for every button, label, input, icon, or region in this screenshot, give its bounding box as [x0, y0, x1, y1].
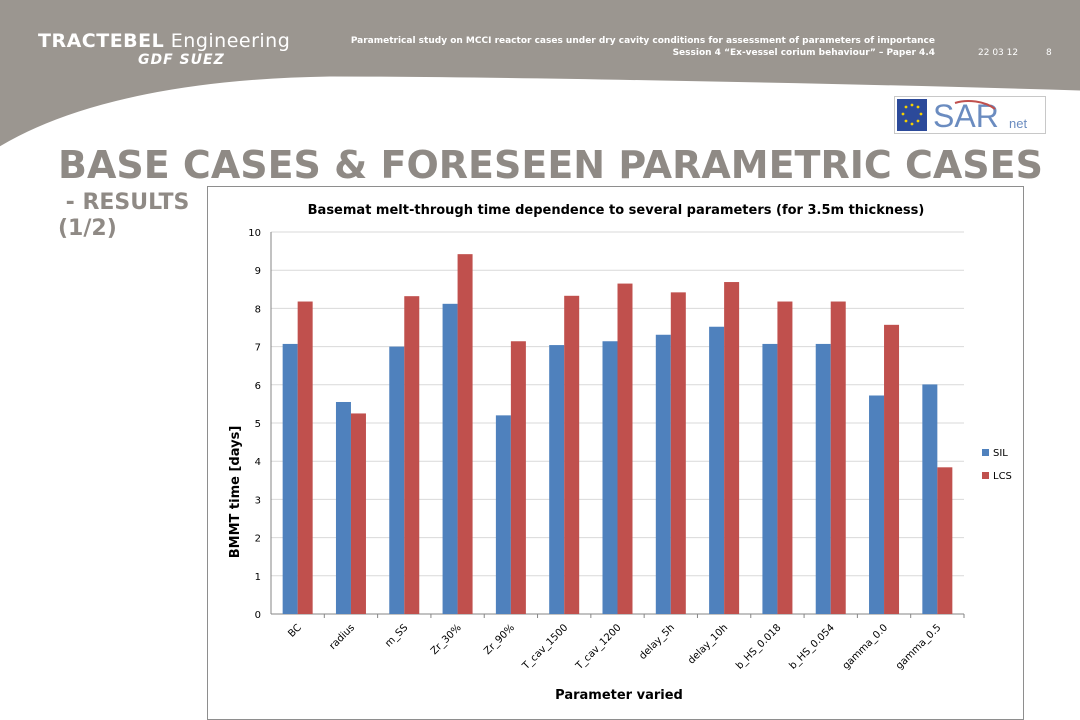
x-tick-label: Zr_90%	[482, 622, 517, 657]
slide-title-line3: (1/2)	[58, 216, 117, 241]
sarnet-swoosh-icon	[954, 100, 996, 110]
x-tick-label: b_HS_0.054	[787, 622, 836, 671]
eu-stars-icon	[901, 103, 923, 126]
sarnet-sub-text: net	[1009, 116, 1027, 131]
bar-sil	[709, 326, 725, 614]
bar-sil	[815, 343, 831, 614]
bar-lcs	[617, 283, 633, 614]
bar-lcs	[884, 324, 900, 614]
header-date: 22 03 12	[978, 48, 1019, 58]
y-tick-label: 9	[255, 266, 261, 277]
bar-sil	[442, 303, 458, 614]
bar-lcs	[777, 301, 793, 614]
x-tick-label: radius	[327, 622, 357, 652]
x-tick-label: gamma_0.5	[894, 622, 943, 671]
x-tick-labels: BC radius m_SS Zr_30% Zr_90% T_cav_1500 T_cav_…	[286, 622, 943, 672]
sarnet-logo: SAR net	[894, 96, 1046, 134]
y-tick-label: 7	[255, 343, 261, 354]
bar-sil	[602, 341, 618, 614]
y-tick-label: 0	[255, 610, 261, 621]
slide-title: BASE CASES & FORESEEN PARAMETRIC CASES	[58, 143, 1043, 187]
bar-lcs	[564, 295, 580, 614]
x-tick-label: b_HS_0.018	[734, 622, 783, 671]
header-title-line2: Session 4 “Ex-vessel corium behaviour” –…	[672, 48, 935, 58]
bar-lcs	[457, 254, 473, 614]
bar-lcs	[297, 301, 313, 614]
legend-label-lcs: LCS	[993, 471, 1012, 482]
bar-chart: Basemat melt-through time dependence to …	[228, 203, 1012, 703]
bar-sil	[335, 401, 351, 614]
sarnet-logo-graphic: SAR net	[897, 98, 1027, 134]
bar-sil	[282, 343, 298, 614]
bar-lcs	[350, 413, 366, 614]
x-tick-label: T_cav_1200	[573, 622, 623, 672]
bar-sil	[389, 346, 405, 614]
chart-title: Basemat melt-through time dependence to …	[308, 203, 925, 218]
bar-sil	[869, 395, 885, 614]
bar-lcs	[830, 301, 846, 614]
legend: SIL LCS	[982, 448, 1012, 482]
legend-swatch-lcs	[982, 472, 989, 479]
y-tick-label: 4	[255, 457, 261, 468]
x-tick-label: delay_10h	[686, 622, 730, 666]
header-title-line1: Parametrical study on MCCI reactor cases…	[350, 36, 935, 46]
sarnet-main-text: SAR	[933, 98, 999, 133]
brand-logo: TRACTEBEL Engineering	[38, 30, 290, 52]
x-tick-label: Zr_30%	[429, 622, 464, 657]
bar-sil	[762, 343, 778, 614]
x-axis-label: Parameter varied	[555, 688, 683, 703]
y-tick-label: 5	[255, 419, 261, 430]
bar-sil	[655, 334, 671, 614]
bar-lcs	[937, 467, 953, 614]
x-tick-label: gamma_0.0	[841, 622, 890, 671]
legend-label-sil: SIL	[993, 448, 1008, 459]
bar-lcs	[724, 282, 740, 614]
y-tick-label: 1	[255, 572, 261, 583]
x-tick-label: m_SS	[383, 622, 410, 649]
chart-frame: Basemat melt-through time dependence to …	[207, 186, 1024, 720]
bar-lcs	[510, 341, 526, 614]
y-tick-label: 6	[255, 381, 261, 392]
x-tick-label: BC	[286, 622, 303, 639]
slide-title-line2: - RESULTS	[58, 190, 190, 215]
bar-sil	[495, 415, 511, 614]
bar-lcs	[670, 292, 686, 614]
bar-sil	[922, 384, 938, 614]
header-band	[0, 0, 1080, 150]
y-tick-label: 3	[255, 495, 261, 506]
brand-sub-logo: GDF SUEZ	[138, 52, 225, 68]
x-tick-label: T_cav_1500	[520, 622, 570, 672]
y-tick-label: 2	[255, 534, 261, 545]
header-page-number: 8	[1046, 48, 1052, 58]
header-title: Parametrical study on MCCI reactor cases…	[235, 35, 935, 59]
y-tick-label: 8	[255, 304, 261, 315]
bars	[282, 254, 953, 614]
bar-lcs	[404, 296, 420, 614]
legend-swatch-sil	[982, 449, 989, 456]
y-axis-label: BMMT time [days]	[228, 426, 243, 559]
y-tick-label: 10	[248, 228, 261, 239]
brand-main: TRACTEBEL	[38, 30, 165, 52]
y-tick-labels: 0 1 2 3 4 5 6 7 8 9 10	[248, 228, 261, 621]
x-tick-label: delay_5h	[637, 622, 677, 662]
brand-light: Engineering	[164, 30, 291, 52]
bar-sil	[549, 345, 565, 614]
